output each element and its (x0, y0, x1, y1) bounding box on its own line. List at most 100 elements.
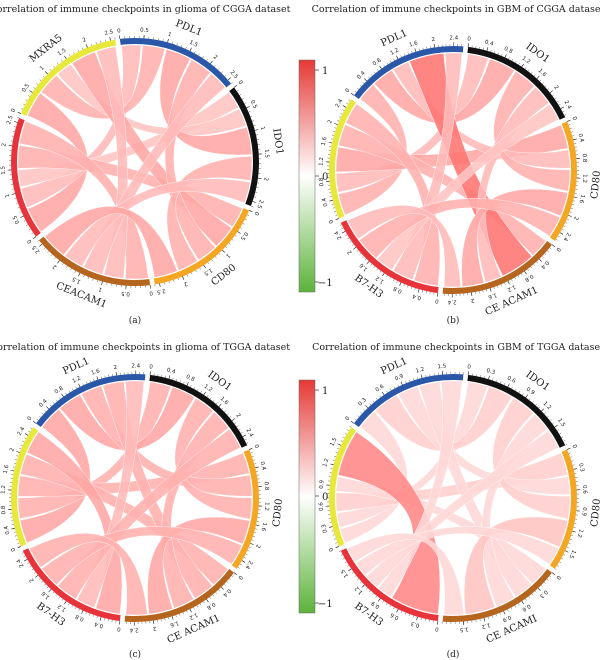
tick-label: 0 (237, 80, 244, 87)
tick-label: 0.8 (74, 613, 85, 622)
minor-tick (563, 440, 566, 442)
major-tick (342, 231, 346, 234)
tick-label: 0.8 (372, 57, 383, 67)
minor-tick (27, 95, 30, 97)
segment-pdl1 (353, 374, 464, 427)
major-tick (396, 609, 399, 613)
minor-tick (38, 578, 41, 580)
tick-label: 1.2 (0, 485, 7, 494)
tick-label: 0.8 (1, 505, 8, 515)
minor-tick (360, 412, 363, 414)
tick-label: 2 (254, 543, 261, 548)
segment-ce-acam1 (442, 241, 553, 295)
tick-label: 0.9 (370, 599, 381, 609)
tick-label: 0 (328, 218, 335, 224)
tick-label: 0.4 (38, 398, 49, 409)
major-tick (559, 232, 564, 235)
tick-label: 2 (52, 263, 58, 270)
segment-label-ido1: IDO1 (270, 128, 285, 156)
tick-label: 0.6 (506, 375, 517, 384)
minor-tick (212, 594, 215, 597)
tick-label: 0.6 (581, 485, 588, 495)
minor-tick (221, 407, 224, 410)
segment-ido1 (149, 374, 248, 448)
minor-tick (31, 568, 34, 571)
major-tick (337, 443, 341, 446)
chord-links (335, 52, 571, 288)
tick-label: 2 (552, 85, 559, 91)
minor-tick (65, 392, 67, 395)
minor-tick (198, 53, 200, 56)
segment-mxra5 (20, 39, 117, 116)
minor-tick (413, 378, 415, 381)
major-tick (489, 288, 492, 292)
minor-tick (571, 131, 574, 133)
major-tick (85, 44, 88, 48)
major-tick (78, 272, 81, 277)
minor-tick (181, 45, 183, 48)
minor-tick (89, 613, 91, 616)
minor-tick (568, 542, 571, 544)
major-tick (416, 616, 418, 621)
minor-tick (93, 378, 95, 381)
minor-tick (247, 550, 250, 552)
minor-tick (229, 578, 231, 581)
minor-tick (215, 256, 217, 259)
tick-label: 1.5 (202, 267, 213, 277)
tick-label: 0 (467, 36, 472, 42)
minor-tick (504, 282, 506, 285)
tick-label: 1 (259, 126, 266, 131)
tick-label: 2 (234, 413, 241, 419)
minor-tick (522, 393, 524, 396)
segment-label-pdl1: PDL1 (61, 356, 91, 377)
segment-mxra5 (328, 427, 357, 547)
minor-tick (511, 59, 513, 61)
minor-tick (209, 397, 212, 400)
minor-tick (496, 379, 498, 382)
minor-tick (562, 110, 565, 113)
minor-tick (202, 56, 204, 59)
tick-label: 2 (572, 215, 579, 220)
minor-tick (356, 250, 359, 252)
tick-label: 0.4 (221, 587, 232, 598)
minor-tick (248, 546, 251, 548)
minor-tick (223, 584, 226, 586)
minor-tick (221, 71, 223, 74)
minor-tick (409, 379, 411, 382)
minor-tick (408, 614, 410, 617)
major-tick (10, 469, 15, 472)
minor-tick (39, 415, 41, 418)
major-tick (14, 121, 18, 123)
major-tick (254, 129, 259, 131)
chord-link-ido1-b7-h3 (57, 428, 241, 600)
tick-label: 1.6 (577, 194, 585, 204)
tick-label: 0.4 (577, 133, 585, 143)
minor-tick (337, 448, 340, 450)
major-tick (249, 210, 253, 213)
panel-b-tag: (b) (447, 315, 460, 326)
tick-label: 0.5 (140, 28, 150, 35)
tick-label: 1.5 (263, 149, 270, 159)
major-tick (206, 599, 209, 603)
panel-c-title: Correlation of immune checkpoints in gli… (0, 342, 290, 353)
major-tick (11, 193, 16, 195)
minor-tick (393, 607, 395, 610)
chord-link-pdl1-ceacam1 (83, 73, 226, 275)
minor-tick (566, 218, 569, 220)
minor-tick (77, 49, 79, 52)
minor-tick (335, 214, 338, 216)
colorbar-bottom-tick-low: −1 (318, 599, 333, 610)
tick-label: 0.4 (166, 367, 177, 375)
chord-link-ido1-ce-acam1 (476, 86, 550, 283)
minor-tick (23, 220, 26, 222)
minor-tick (28, 228, 31, 230)
major-tick (32, 421, 37, 424)
minor-tick (52, 591, 55, 594)
minor-tick (544, 253, 547, 256)
major-tick (342, 105, 347, 108)
minor-tick (507, 609, 509, 612)
minor-tick (511, 279, 513, 282)
minor-tick (206, 58, 208, 61)
major-tick (153, 620, 155, 625)
